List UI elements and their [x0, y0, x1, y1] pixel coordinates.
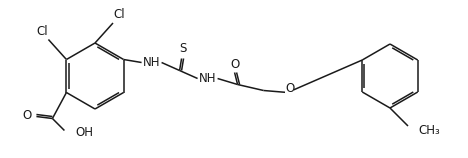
Text: NH: NH [199, 72, 216, 85]
Text: S: S [179, 42, 186, 55]
Text: O: O [22, 109, 31, 122]
Text: CH₃: CH₃ [418, 124, 440, 137]
Text: O: O [285, 82, 294, 95]
Text: NH: NH [143, 56, 161, 69]
Text: OH: OH [75, 126, 94, 139]
Text: Cl: Cl [113, 9, 125, 21]
Text: O: O [230, 58, 239, 71]
Text: Cl: Cl [37, 25, 48, 38]
